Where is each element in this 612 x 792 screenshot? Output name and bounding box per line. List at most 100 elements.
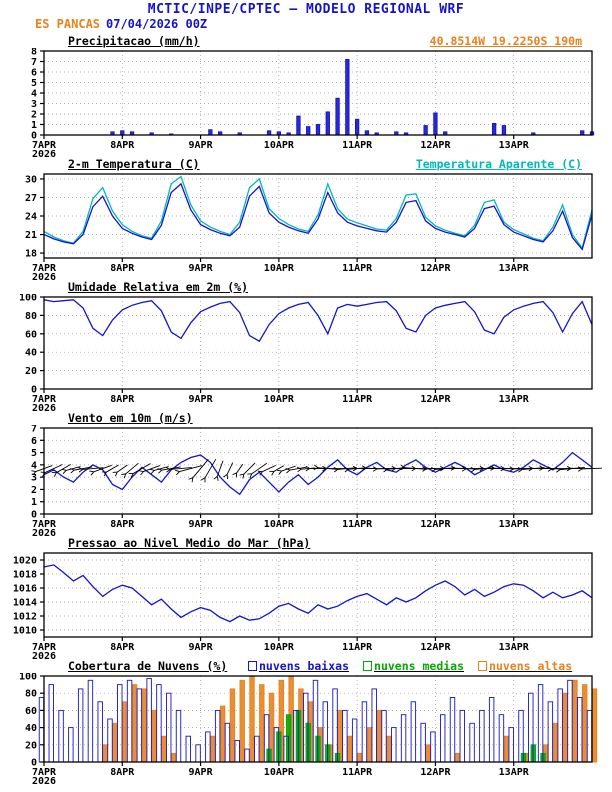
svg-text:27: 27 <box>25 193 37 204</box>
panel-header-0: Precipitacao (mm/h) 40.8514W 19.2250S 190… <box>0 34 612 48</box>
svg-text:1020: 1020 <box>13 556 37 567</box>
svg-text:20: 20 <box>25 366 37 377</box>
svg-text:1014: 1014 <box>13 598 37 609</box>
svg-text:2026: 2026 <box>32 149 56 157</box>
svg-text:5: 5 <box>31 448 37 459</box>
svg-text:0: 0 <box>31 131 37 142</box>
svg-text:9APR: 9APR <box>189 519 214 530</box>
svg-text:2026: 2026 <box>32 528 56 536</box>
panel-2: Umidade Relativa em 2m (%) 0 20 40 60 80 100 7A… <box>0 280 612 411</box>
meteogram-panels: Precipitacao (mm/h) 40.8514W 19.2250S 190… <box>0 34 612 784</box>
panel-title: Precipitacao (mm/h) <box>68 34 200 48</box>
svg-text:3: 3 <box>31 99 37 110</box>
svg-text:60: 60 <box>25 329 37 340</box>
svg-text:0: 0 <box>31 758 37 769</box>
svg-text:30: 30 <box>25 174 37 185</box>
svg-text:7: 7 <box>31 57 37 68</box>
legend-label: nuvens baixas <box>259 659 350 673</box>
svg-text:11APR: 11APR <box>342 140 373 151</box>
svg-text:13APR: 13APR <box>499 394 530 405</box>
svg-text:9APR: 9APR <box>189 767 214 778</box>
panel-header-2: Umidade Relativa em 2m (%) <box>0 280 612 294</box>
panel-0: Precipitacao (mm/h) 40.8514W 19.2250S 190… <box>0 34 612 157</box>
panel-title: Vento em 10m (m/s) <box>68 411 193 425</box>
svg-text:2: 2 <box>31 110 37 121</box>
svg-text:12APR: 12APR <box>420 767 451 778</box>
svg-text:7APR: 7APR <box>32 519 57 530</box>
svg-text:13APR: 13APR <box>499 767 530 778</box>
svg-text:2026: 2026 <box>32 403 56 411</box>
svg-text:8APR: 8APR <box>110 140 135 151</box>
svg-text:11APR: 11APR <box>342 767 373 778</box>
svg-text:7: 7 <box>31 425 37 435</box>
svg-text:6: 6 <box>31 436 37 447</box>
svg-text:13APR: 13APR <box>499 642 530 653</box>
svg-text:12APR: 12APR <box>420 263 451 274</box>
svg-text:11APR: 11APR <box>342 519 373 530</box>
svg-text:12APR: 12APR <box>420 519 451 530</box>
svg-text:11APR: 11APR <box>342 263 373 274</box>
legend-swatch-icon <box>478 661 488 671</box>
svg-text:7APR: 7APR <box>32 394 57 405</box>
svg-text:1: 1 <box>31 120 37 131</box>
legend-item: nuvens medias <box>363 659 464 673</box>
svg-text:2026: 2026 <box>32 776 56 784</box>
svg-text:13APR: 13APR <box>499 263 530 274</box>
svg-text:1016: 1016 <box>13 584 37 595</box>
svg-text:1010: 1010 <box>13 626 37 637</box>
svg-text:11APR: 11APR <box>342 642 373 653</box>
svg-text:8: 8 <box>31 48 37 58</box>
svg-text:8APR: 8APR <box>110 519 135 530</box>
svg-text:0: 0 <box>31 510 37 521</box>
svg-text:13APR: 13APR <box>499 519 530 530</box>
svg-text:7APR: 7APR <box>32 263 57 274</box>
svg-text:12APR: 12APR <box>420 642 451 653</box>
svg-text:60: 60 <box>25 706 37 717</box>
svg-text:10APR: 10APR <box>264 519 295 530</box>
svg-text:5: 5 <box>31 78 37 89</box>
svg-text:8APR: 8APR <box>110 767 135 778</box>
svg-text:80: 80 <box>25 689 37 700</box>
panel-3: Vento em 10m (m/s) 0 1 2 3 4 5 6 7 7APR 2026 8APR 9A… <box>0 411 612 536</box>
panel-extra-label: 40.8514W 19.2250S 190m <box>429 34 582 48</box>
station-name: ES PANCAS <box>35 17 101 31</box>
svg-text:6: 6 <box>31 68 37 79</box>
panel-title: Pressao ao Nivel Medio do Mar (hPa) <box>68 536 311 550</box>
svg-text:11APR: 11APR <box>342 394 373 405</box>
legend-label: nuvens medias <box>374 659 465 673</box>
svg-text:0: 0 <box>31 385 37 396</box>
legend-item: nuvens altas <box>478 659 572 673</box>
svg-text:80: 80 <box>25 311 37 322</box>
model-run-time: 07/04/2026 00Z <box>106 17 208 31</box>
svg-text:2026: 2026 <box>32 272 56 280</box>
panel-title: Cobertura de Nuvens (%) <box>68 659 228 673</box>
svg-text:9APR: 9APR <box>189 394 214 405</box>
legend-swatch-icon <box>248 661 257 671</box>
svg-text:12APR: 12APR <box>420 140 451 151</box>
svg-text:18: 18 <box>25 249 37 260</box>
svg-text:20: 20 <box>25 740 37 751</box>
svg-text:24: 24 <box>25 212 37 223</box>
panel-5: Cobertura de Nuvens (%) nuvens baixas nuve… <box>0 659 612 784</box>
svg-text:10APR: 10APR <box>264 767 295 778</box>
svg-text:2: 2 <box>31 485 37 496</box>
svg-text:100: 100 <box>19 673 37 683</box>
svg-text:9APR: 9APR <box>189 263 214 274</box>
svg-text:1018: 1018 <box>13 570 37 581</box>
svg-text:12APR: 12APR <box>420 394 451 405</box>
svg-text:7APR: 7APR <box>32 767 57 778</box>
panel-title: 2-m Temperatura (C) <box>68 157 200 171</box>
panel-4: Pressao ao Nivel Medio do Mar (hPa) 1010 1… <box>0 536 612 659</box>
panel-1: 2-m Temperatura (C) Temperatura Aparente … <box>0 157 612 280</box>
svg-text:1: 1 <box>31 497 37 508</box>
svg-text:8APR: 8APR <box>110 263 135 274</box>
svg-text:9APR: 9APR <box>189 642 214 653</box>
svg-text:10APR: 10APR <box>264 394 295 405</box>
panel-extra-label: Temperatura Aparente (C) <box>415 157 582 171</box>
svg-text:10APR: 10APR <box>264 642 295 653</box>
svg-text:40: 40 <box>25 723 37 734</box>
legend-swatch-icon <box>363 661 373 671</box>
